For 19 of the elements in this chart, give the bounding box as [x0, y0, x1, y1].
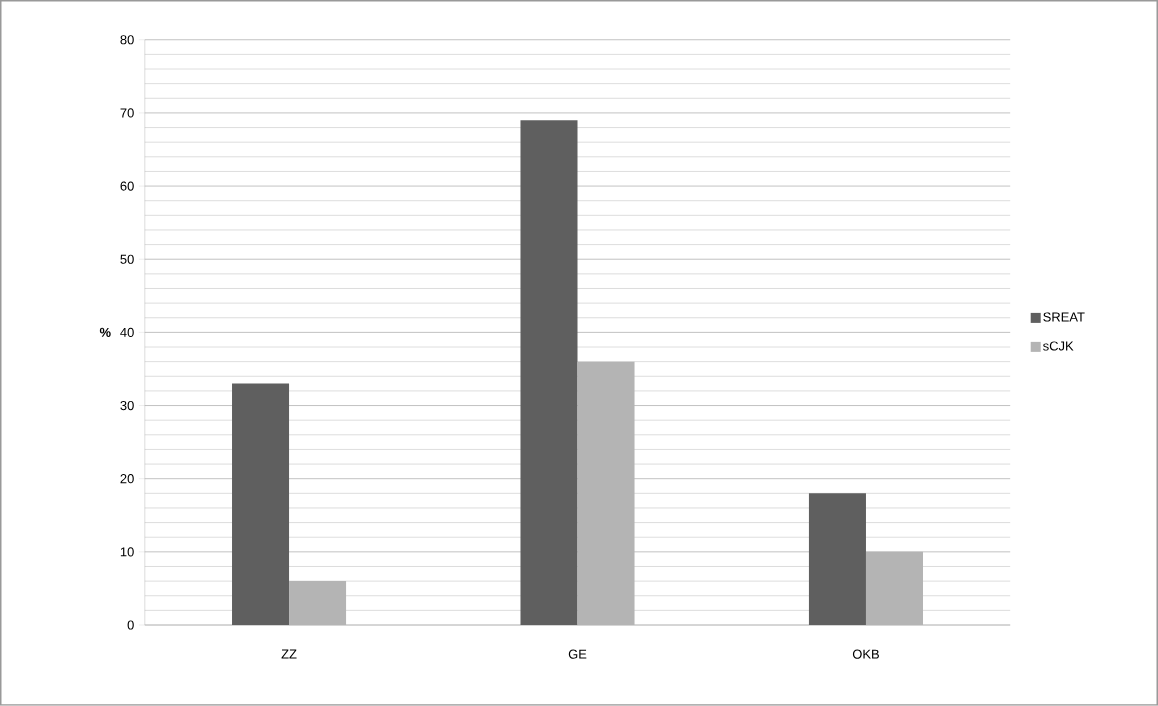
legend-label: SREAT [1043, 312, 1085, 322]
y-tick-label: 50 [120, 254, 134, 264]
y-tick-label: 0 [127, 620, 134, 630]
bar [808, 493, 866, 626]
legend-label: sCJK [1043, 341, 1074, 351]
y-tick-label: 80 [120, 35, 134, 45]
y-tick-label: 30 [120, 401, 134, 411]
y-tick-label: 20 [120, 474, 134, 484]
y-tick-label: 10 [120, 547, 134, 557]
y-tick-label: 60 [120, 181, 134, 191]
bar [232, 383, 290, 626]
x-tick-label: GE [568, 649, 587, 659]
bar [289, 581, 347, 626]
y-tick-label: 70 [120, 108, 134, 118]
x-tick-label: OKB [852, 649, 879, 659]
bar [520, 120, 578, 626]
x-tick-label: ZZ [281, 649, 297, 659]
y-axis-title: % [99, 327, 111, 338]
y-tick-label: 40 [120, 327, 134, 338]
